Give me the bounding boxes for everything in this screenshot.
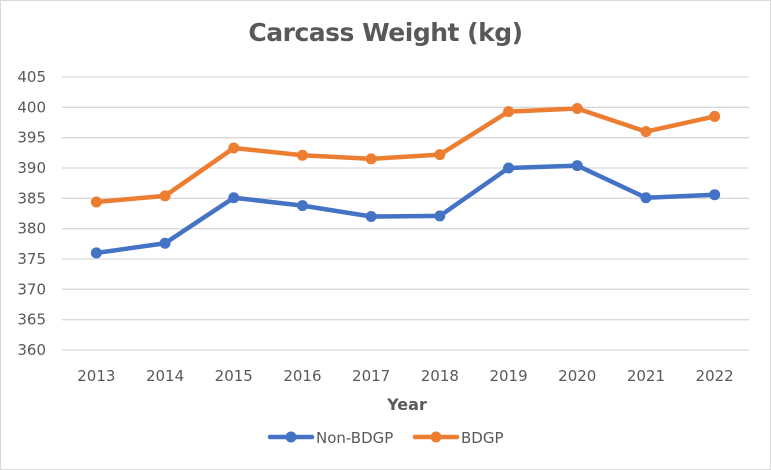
data-point <box>709 189 721 201</box>
data-point <box>365 153 377 165</box>
data-point <box>640 126 652 138</box>
y-tick-label: 390 <box>17 159 46 177</box>
chart-title: Carcass Weight (kg) <box>248 18 523 47</box>
data-point <box>296 200 308 212</box>
series-line <box>94 106 717 205</box>
series-non-bdgp <box>90 160 721 259</box>
x-axis-ticks: 2013 2014 2015 2016 2017 2018 2019 2020 2021 2022 <box>77 367 733 385</box>
y-tick-label: 395 <box>17 129 46 147</box>
series-line <box>94 163 717 256</box>
data-point <box>90 247 102 259</box>
legend-point-marker <box>285 431 297 443</box>
x-tick-label: 2022 <box>696 367 734 385</box>
y-tick-label: 365 <box>17 311 46 329</box>
data-point <box>571 103 583 115</box>
x-tick-label: 2020 <box>558 367 596 385</box>
x-tick-label: 2018 <box>421 367 459 385</box>
data-point <box>159 237 171 249</box>
x-tick-label: 2017 <box>352 367 390 385</box>
x-axis-label: Year <box>386 395 427 414</box>
y-tick-label: 405 <box>17 68 46 86</box>
gridlines <box>62 76 749 351</box>
data-point <box>503 162 515 174</box>
legend-point-marker <box>430 431 442 443</box>
data-point <box>571 160 583 172</box>
data-point <box>228 192 240 204</box>
y-tick-label: 375 <box>17 250 46 268</box>
legend-item: Non-BDGP <box>267 429 393 447</box>
y-tick-label: 360 <box>17 341 46 359</box>
x-tick-label: 2015 <box>215 367 253 385</box>
legend: Non-BDGP BDGP <box>267 429 504 447</box>
data-point <box>228 142 240 154</box>
y-tick-label: 385 <box>17 189 46 207</box>
legend-item: BDGP <box>412 429 504 447</box>
series-group <box>90 103 721 259</box>
x-tick-label: 2013 <box>77 367 115 385</box>
data-point <box>296 149 308 161</box>
data-point <box>434 149 446 161</box>
x-tick-label: 2019 <box>489 367 527 385</box>
y-tick-label: 380 <box>17 220 46 238</box>
x-tick-label: 2016 <box>283 367 321 385</box>
y-axis-ticks: 360 365 370 375 380 385 390 395 400 405 <box>17 68 46 359</box>
x-tick-label: 2014 <box>146 367 184 385</box>
y-tick-label: 400 <box>17 98 46 116</box>
legend-label: Non-BDGP <box>316 429 393 447</box>
data-point <box>159 190 171 202</box>
data-point <box>434 210 446 222</box>
y-tick-label: 370 <box>17 280 46 298</box>
data-point <box>640 192 652 204</box>
legend-label: BDGP <box>461 429 504 447</box>
data-point <box>90 196 102 208</box>
data-point <box>709 110 721 122</box>
data-point <box>503 106 515 118</box>
x-tick-label: 2021 <box>627 367 665 385</box>
data-point <box>365 211 377 223</box>
series-bdgp <box>90 103 721 208</box>
